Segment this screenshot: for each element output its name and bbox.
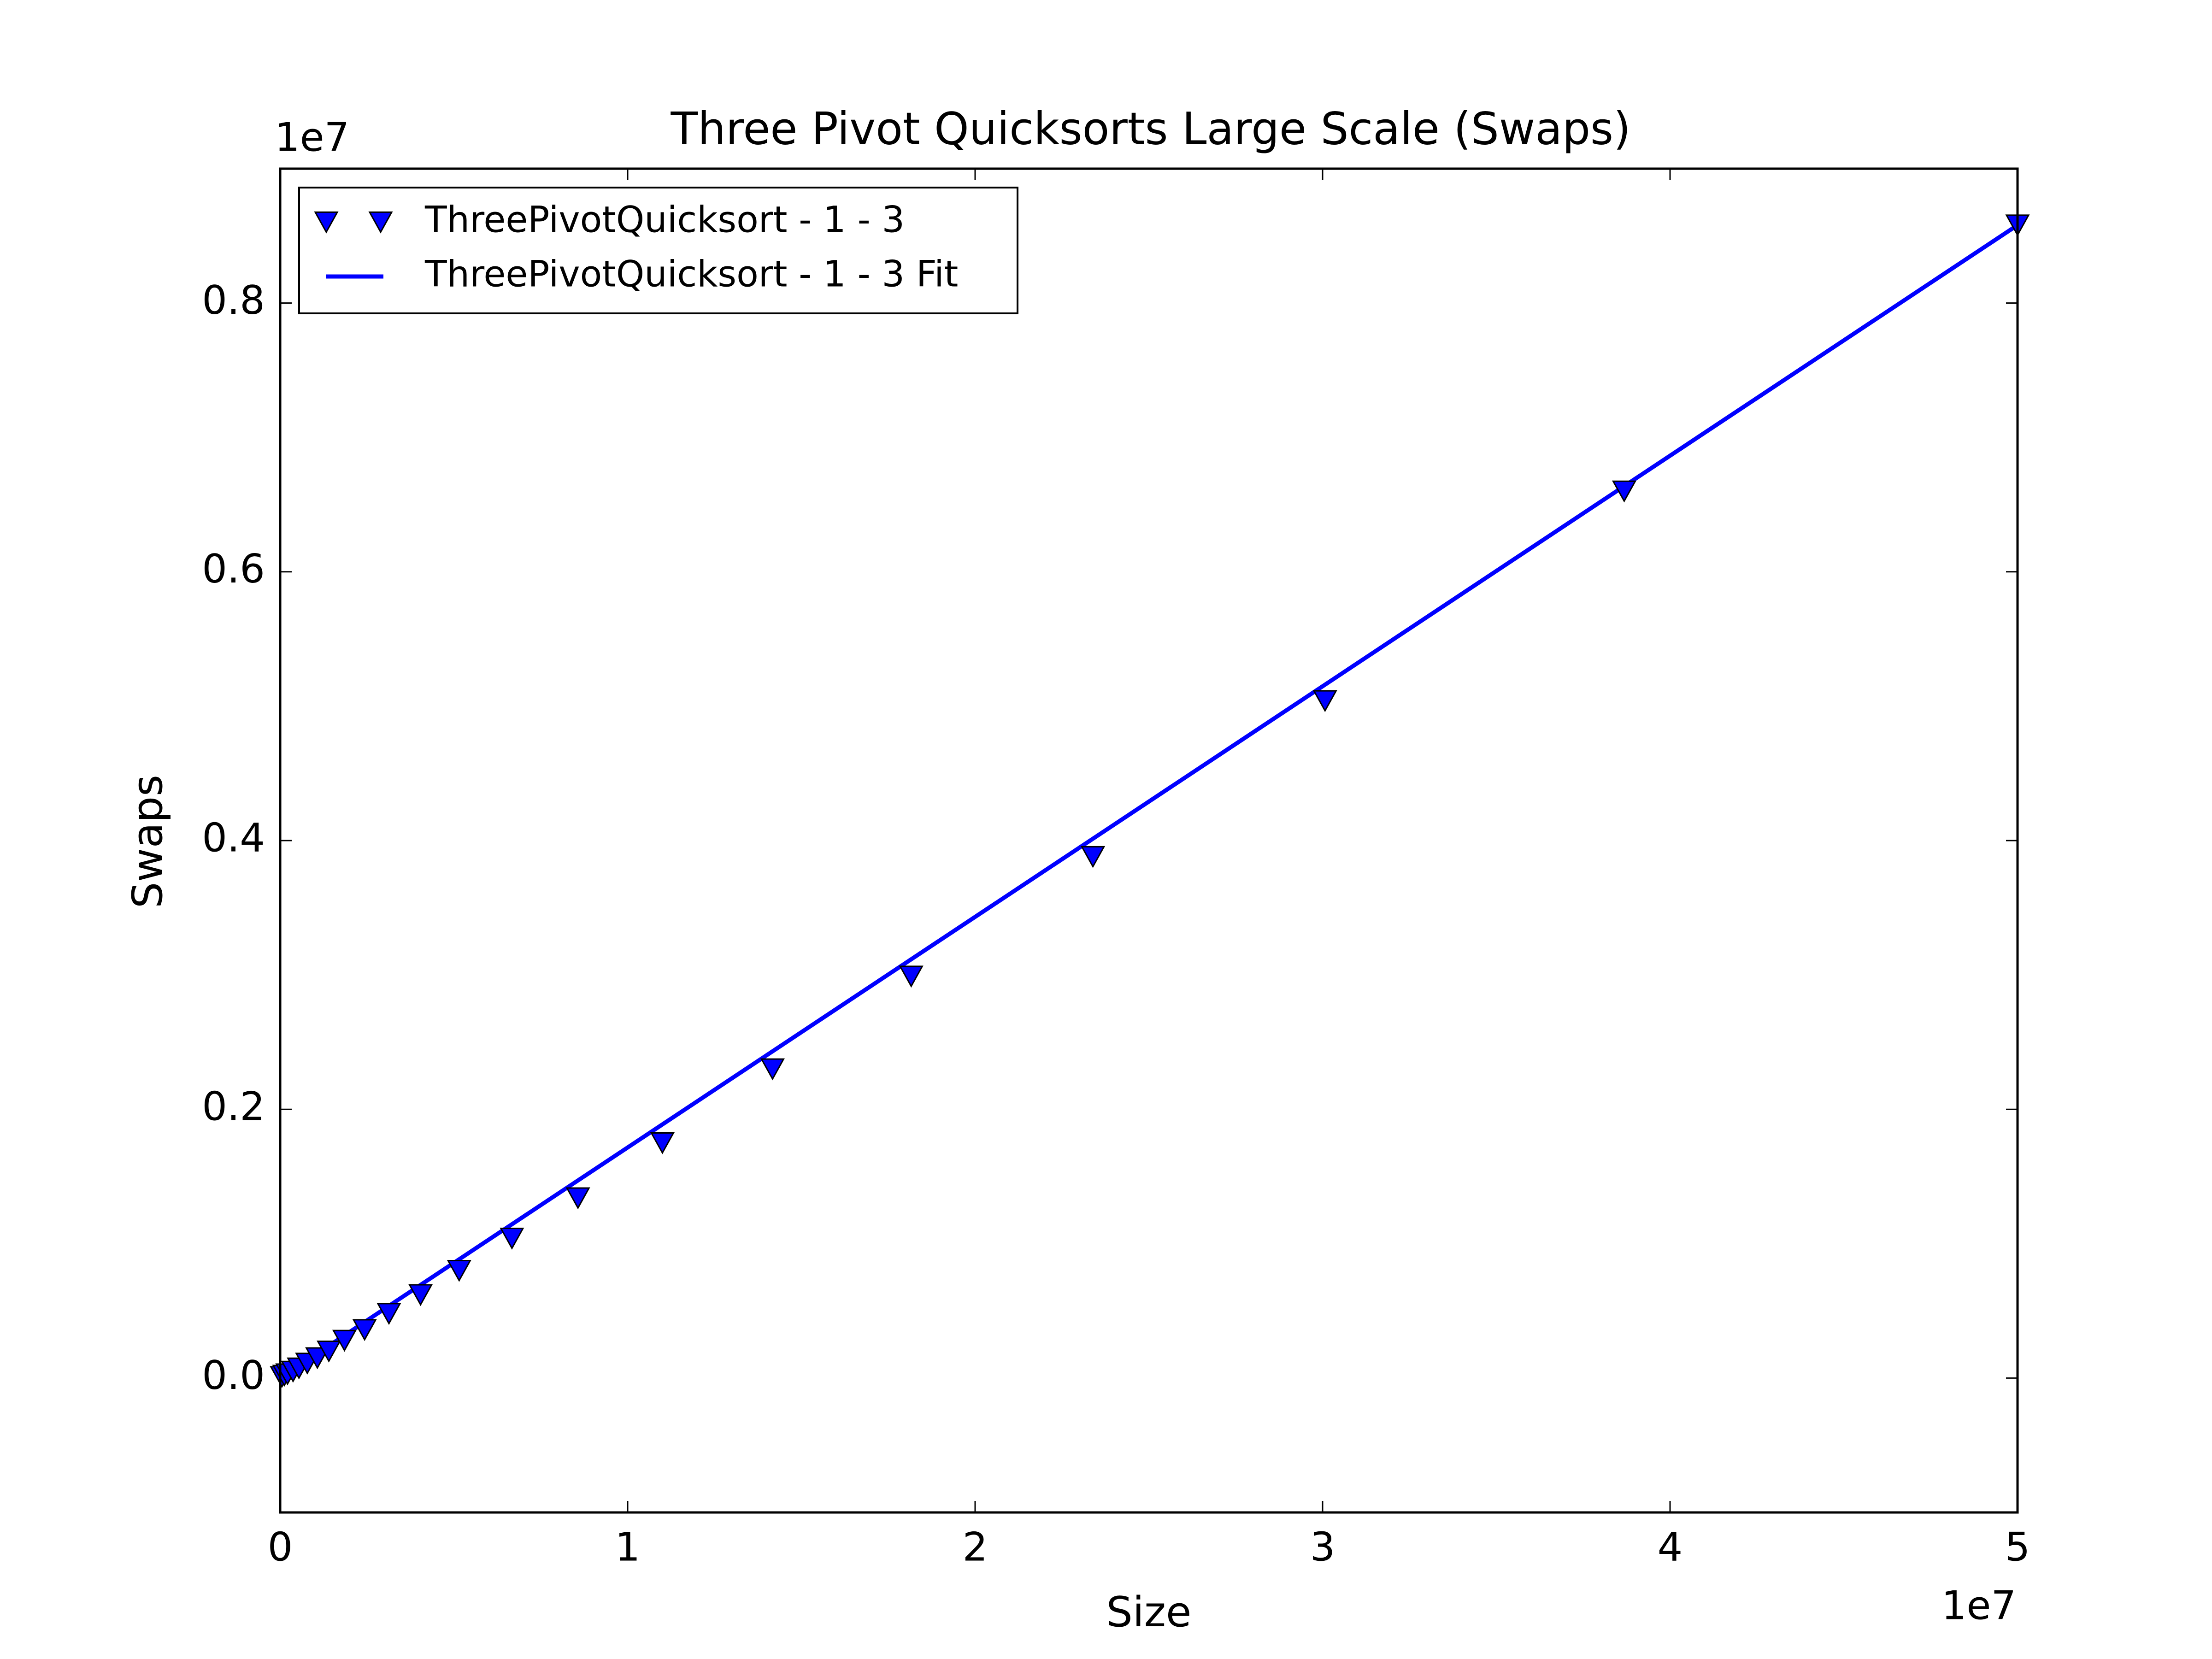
- legend-marker: [368, 211, 393, 234]
- marker: [447, 1260, 471, 1282]
- marker: [352, 1319, 377, 1341]
- x-tick-label: 3: [1310, 1524, 1335, 1570]
- marker: [332, 1330, 357, 1352]
- marker: [760, 1058, 785, 1081]
- x-offset: 1e7: [1941, 1583, 2016, 1629]
- y-axis-label: Swaps: [124, 775, 172, 908]
- marker: [899, 965, 924, 988]
- y-tick-label: 0.6: [202, 546, 265, 592]
- chart-title: Three Pivot Quicksorts Large Scale (Swap…: [670, 103, 1630, 154]
- x-tick-label: 0: [268, 1524, 293, 1570]
- marker: [1612, 480, 1637, 503]
- legend-label: ThreePivotQuicksort - 1 - 3 Fit: [424, 253, 958, 295]
- marker: [565, 1187, 590, 1210]
- marker: [317, 1340, 341, 1363]
- marker: [1081, 846, 1106, 868]
- x-tick-label: 4: [1658, 1524, 1683, 1570]
- marker: [305, 1347, 330, 1370]
- marker: [377, 1303, 401, 1325]
- x-tick-label: 5: [2005, 1524, 2030, 1570]
- y-offset: 1e7: [275, 114, 349, 160]
- legend-label: ThreePivotQuicksort - 1 - 3: [424, 199, 905, 241]
- axes-frame: [279, 167, 2019, 1514]
- plot-area: [280, 223, 2018, 1380]
- x-tick-label: 2: [963, 1524, 988, 1570]
- x-axis-label: Size: [1106, 1588, 1192, 1636]
- legend-box: [298, 187, 1018, 314]
- y-tick-label: 0.8: [202, 277, 265, 324]
- x-tick-label: 1: [615, 1524, 641, 1570]
- marker: [650, 1132, 675, 1154]
- y-tick-label: 0.2: [202, 1084, 265, 1130]
- legend-marker: [314, 211, 339, 234]
- marker: [1312, 690, 1337, 712]
- marker: [408, 1284, 433, 1306]
- y-tick-label: 0.0: [202, 1353, 265, 1399]
- fit-line: [280, 223, 2018, 1380]
- marker: [500, 1228, 524, 1250]
- y-tick-label: 0.4: [202, 815, 265, 861]
